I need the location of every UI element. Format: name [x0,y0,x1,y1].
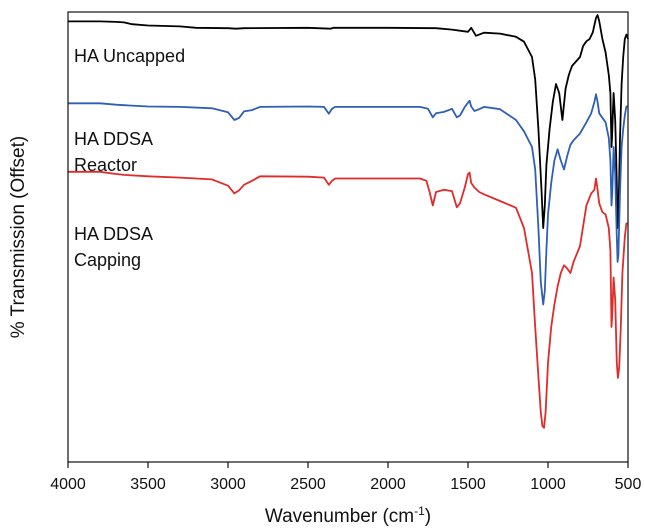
x-tick-label: 500 [615,476,642,493]
series-layer [68,14,629,429]
plot-frame [67,11,629,463]
x-tick-label: 2000 [370,476,406,493]
series-line-2 [68,93,628,306]
series-line-1 [68,14,629,229]
x-tick-label: 1000 [530,476,566,493]
series-label-3: HA DDSA [74,224,153,244]
series-label-2: Reactor [74,155,137,175]
series-labels: HA Uncapped HA DDSA Reactor HA DDSA Capping [74,46,185,270]
x-tick-label: 3000 [210,476,246,493]
x-axis-label: Wavenumber (cm-1) [265,504,431,527]
x-axis-ticks: 4000 3500 3000 2500 2000 1500 1000 500 [50,462,641,493]
series-label-2: HA DDSA [74,129,153,149]
x-tick-label: 3500 [130,476,166,493]
x-tick-label: 2500 [290,476,326,493]
series-line-3 [68,170,628,429]
x-tick-label: 4000 [50,476,86,493]
x-tick-label: 1500 [450,476,486,493]
series-label-1: HA Uncapped [74,46,185,66]
y-axis-label: % Transmission (Offset) [8,136,29,338]
series-label-3: Capping [74,250,141,270]
